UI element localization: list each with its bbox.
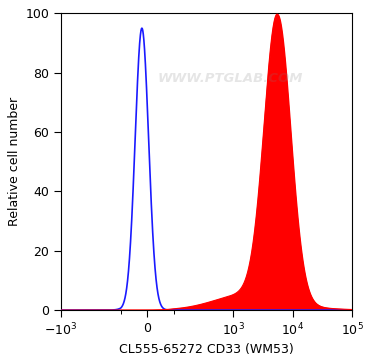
X-axis label: CL555-65272 CD33 (WM53): CL555-65272 CD33 (WM53) [119,343,294,356]
Y-axis label: Relative cell number: Relative cell number [8,97,21,226]
Text: WWW.PTGLAB.COM: WWW.PTGLAB.COM [157,72,303,85]
